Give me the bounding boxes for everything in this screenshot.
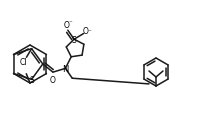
Text: O: O xyxy=(64,21,70,29)
Text: S: S xyxy=(72,35,76,44)
Text: O: O xyxy=(50,75,56,84)
Text: N: N xyxy=(62,64,69,73)
Text: O⁻: O⁻ xyxy=(83,27,92,36)
Text: ⁻: ⁻ xyxy=(69,20,73,26)
Text: Cl: Cl xyxy=(20,57,27,66)
Text: S: S xyxy=(29,75,34,84)
